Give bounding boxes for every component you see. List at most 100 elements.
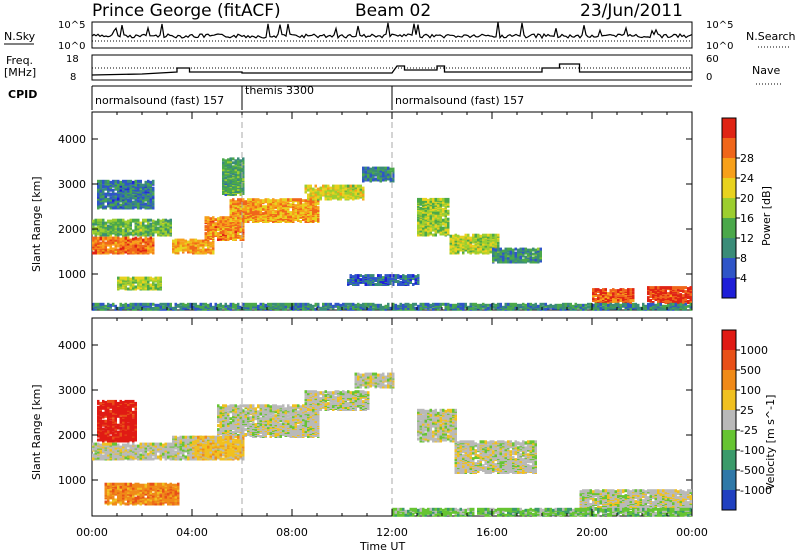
power-cell (92, 231, 95, 235)
power-cell (442, 197, 445, 201)
power-cell (259, 215, 262, 219)
power-cell (502, 251, 505, 255)
power-cell (309, 305, 312, 309)
power-cell (462, 302, 465, 306)
power-cell (139, 243, 142, 247)
power-cell (134, 179, 137, 183)
power-cell (159, 276, 162, 280)
power-cell (434, 216, 437, 220)
power-cell (292, 216, 295, 219)
power-cell (109, 240, 112, 244)
power-cell (489, 233, 492, 237)
power-cell (224, 229, 227, 233)
power-cell (362, 193, 365, 197)
power-cell (117, 179, 120, 183)
power-cell (457, 234, 460, 238)
power-cell (477, 243, 480, 247)
power-cell (602, 294, 605, 298)
power-cell (664, 289, 667, 293)
power-cell (544, 307, 547, 311)
power-cell (427, 198, 430, 202)
power-cell (264, 217, 267, 220)
power-cell (604, 293, 607, 297)
power-cell (399, 307, 402, 311)
power-cell (234, 208, 237, 212)
power-cell (442, 302, 445, 306)
power-cell (292, 218, 295, 221)
power-cell (102, 223, 105, 227)
power-cell (237, 162, 240, 166)
power-cell (114, 249, 117, 253)
power-cell (114, 192, 117, 196)
power-cell (447, 197, 450, 201)
power-cell (199, 248, 202, 252)
power-cell (422, 218, 425, 222)
power-cell (514, 305, 517, 309)
power-cell (689, 286, 692, 290)
power-cell (374, 169, 377, 173)
power-cell (247, 302, 250, 306)
power-cell (479, 239, 482, 243)
power-cell (317, 187, 320, 191)
power-cell (107, 236, 110, 240)
power-cell (282, 218, 285, 221)
power-cell (134, 188, 137, 192)
power-cell (417, 218, 420, 222)
power-cell (152, 186, 155, 190)
power-cell (384, 276, 387, 280)
power-cell (179, 305, 182, 309)
power-cell (622, 300, 625, 303)
power-cell (332, 195, 335, 199)
power-cell (397, 274, 400, 278)
power-cell (157, 278, 160, 282)
power-cell (537, 306, 540, 310)
power-cell (137, 225, 140, 229)
power-cell (232, 215, 235, 219)
power-cell (469, 302, 472, 306)
power-cell (342, 195, 345, 199)
power-cell (412, 283, 415, 286)
power-cell (157, 286, 160, 290)
power-cell (149, 200, 152, 204)
power-cell (429, 205, 432, 209)
power-cell (354, 184, 357, 188)
power-cell (504, 247, 507, 251)
power-cell (432, 228, 435, 232)
power-cell (237, 232, 240, 236)
power-cell (504, 256, 507, 260)
power-cell (177, 241, 180, 245)
power-cell (657, 286, 660, 290)
power-cell (629, 288, 632, 292)
power-cell (197, 306, 200, 310)
power-cell (199, 239, 202, 243)
power-cell (507, 247, 510, 251)
power-cell (119, 229, 122, 233)
power-cell (307, 213, 310, 217)
power-cell (472, 238, 475, 242)
power-cell (299, 198, 302, 202)
power-cell (232, 231, 235, 235)
power-cell (537, 258, 540, 262)
power-cell (144, 304, 147, 308)
power-cell (202, 302, 205, 306)
power-cell (677, 291, 680, 295)
power-cell (414, 281, 417, 284)
power-cell (417, 211, 420, 215)
power-cell (227, 304, 230, 308)
power-cell (232, 167, 235, 171)
power-cell (142, 188, 145, 192)
power-cell (384, 304, 387, 308)
power-cell (319, 186, 322, 190)
power-cell (149, 276, 152, 280)
power-cell (212, 249, 215, 253)
power-cell (217, 222, 220, 226)
power-cell (207, 227, 210, 231)
power-cell (309, 201, 312, 205)
power-cell (432, 307, 435, 311)
power-cell (379, 177, 382, 181)
power-cell (207, 225, 210, 229)
power-cell (429, 199, 432, 203)
power-cell (102, 179, 105, 183)
power-cell (502, 249, 505, 253)
power-cell (242, 302, 245, 306)
